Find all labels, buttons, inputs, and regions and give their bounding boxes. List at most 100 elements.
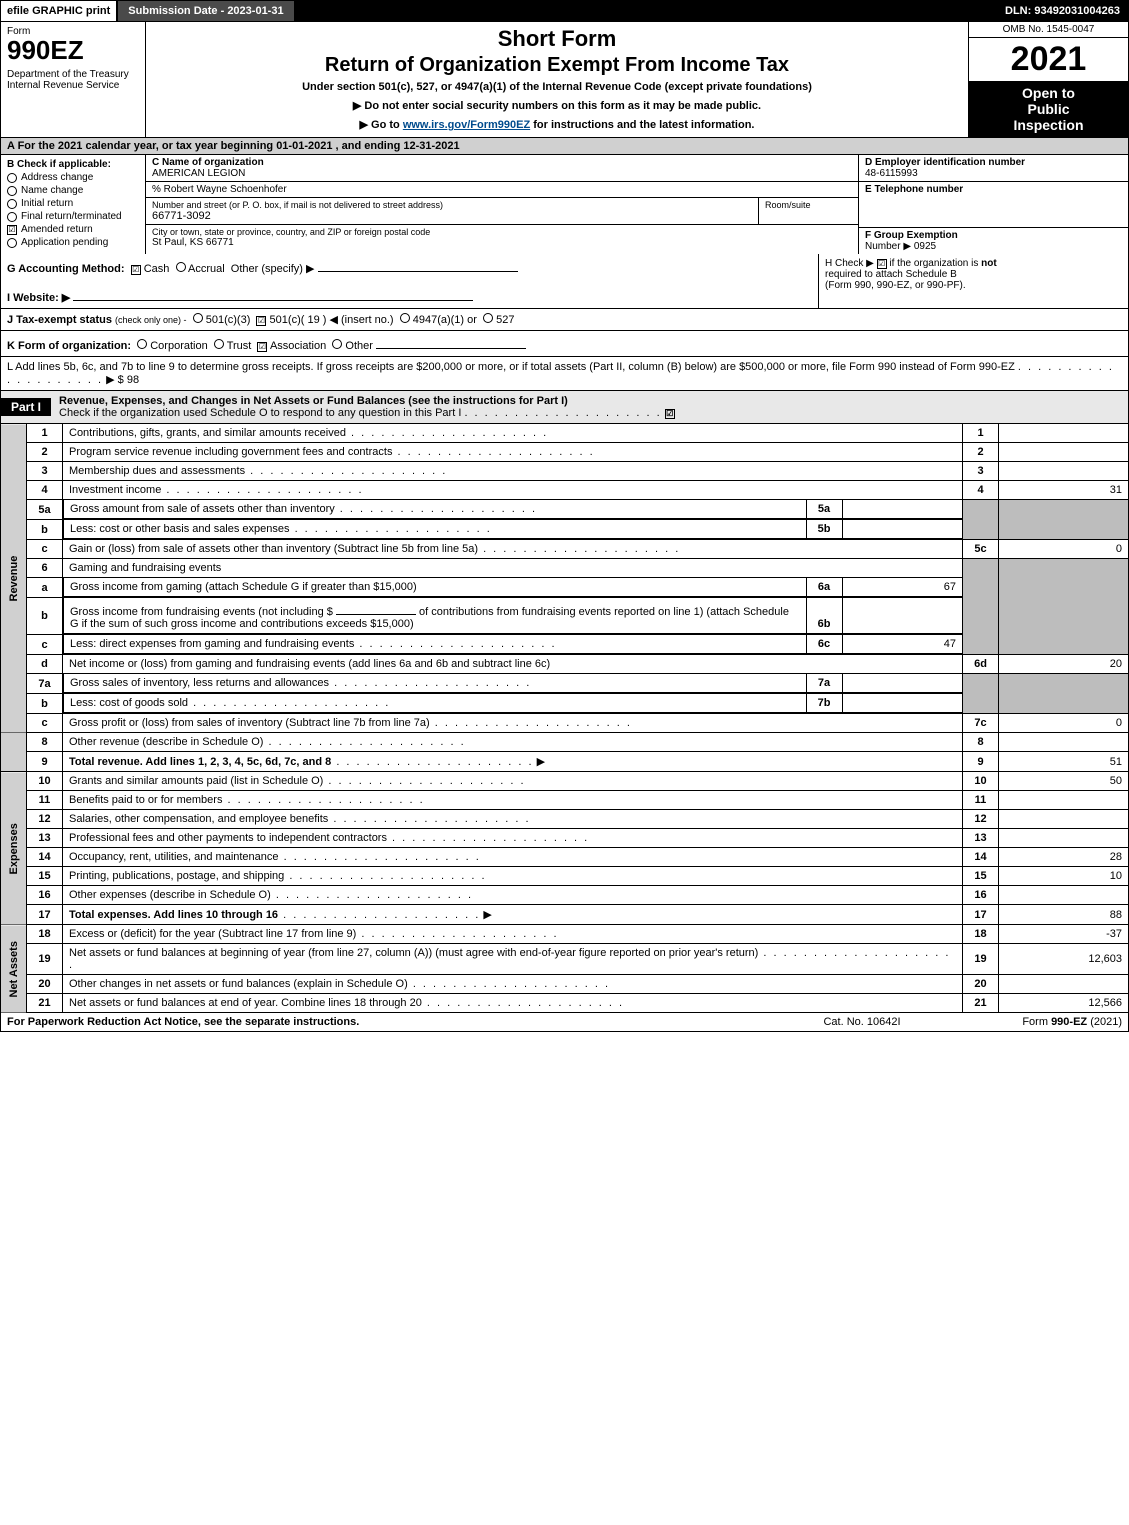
expenses-table: Expenses 10 Grants and similar amounts p…: [0, 772, 1129, 925]
section-b: B Check if applicable: Address change Na…: [1, 155, 146, 254]
goto-link-line: ▶ Go to www.irs.gov/Form990EZ for instru…: [154, 118, 960, 131]
lbl-assoc: Association: [270, 340, 326, 352]
website-field[interactable]: [73, 287, 473, 301]
revenue-side-cont: [1, 733, 27, 772]
line-6d-rnum: 6d: [963, 655, 999, 674]
ein-value: 48-6115993: [865, 168, 1122, 179]
line-18-num: 18: [27, 925, 63, 944]
line-18-value: -37: [999, 925, 1129, 944]
group-exemption-value: 0925: [914, 241, 936, 252]
line-15-desc: Printing, publications, postage, and shi…: [69, 870, 284, 882]
line-13-rnum: 13: [963, 829, 999, 848]
lbl-527: 527: [496, 314, 514, 326]
chk-amended-return[interactable]: ☑: [7, 225, 17, 235]
l-text: L Add lines 5b, 6c, and 7b to line 9 to …: [7, 361, 1015, 373]
lbl-trust: Trust: [227, 340, 252, 352]
i-label: I Website: ▶: [7, 292, 70, 304]
chk-501c3[interactable]: [193, 313, 203, 323]
chk-assoc[interactable]: ☑: [257, 342, 267, 352]
chk-name-change[interactable]: [7, 186, 17, 196]
line-20-value: [999, 975, 1129, 994]
line-6d-num: d: [27, 655, 63, 674]
line-6abc-grey-val: [999, 559, 1129, 655]
line-6b-amount-field[interactable]: [336, 601, 416, 615]
line-6d-value: 20: [999, 655, 1129, 674]
footer-cat: Cat. No. 10642I: [782, 1016, 942, 1028]
other-specify-field[interactable]: [318, 258, 518, 272]
part1-header-row: Part I Revenue, Expenses, and Changes in…: [0, 391, 1129, 424]
chk-527[interactable]: [483, 313, 493, 323]
form-title-block: Short Form Return of Organization Exempt…: [146, 22, 968, 137]
goto-prefix: ▶ Go to: [360, 119, 403, 131]
line-2-value: [999, 443, 1129, 462]
line-6a-num: a: [27, 578, 63, 598]
l-arrow: ▶ $: [106, 374, 124, 386]
line-13-value: [999, 829, 1129, 848]
line-4-value: 31: [999, 481, 1129, 500]
line-12-rnum: 12: [963, 810, 999, 829]
chk-4947[interactable]: [400, 313, 410, 323]
expenses-side-label: Expenses: [1, 772, 27, 925]
revenue-side-label: Revenue: [1, 424, 27, 733]
line-6abc-grey: [963, 559, 999, 655]
line-20-num: 20: [27, 975, 63, 994]
line-12-num: 12: [27, 810, 63, 829]
footer-left: For Paperwork Reduction Act Notice, see …: [7, 1016, 782, 1028]
netassets-table: Net Assets 18 Excess or (deficit) for th…: [0, 925, 1129, 1013]
line-7b-num: b: [27, 694, 63, 714]
j-label: J Tax-exempt status: [7, 314, 112, 326]
chk-initial-return[interactable]: [7, 199, 17, 209]
h-text4: (Form 990, 990-EZ, or 990-PF).: [825, 280, 966, 291]
line-5ab-grey-val: [999, 500, 1129, 540]
line-3-desc: Membership dues and assessments: [69, 465, 245, 477]
chk-schedule-o[interactable]: ☑: [665, 409, 675, 419]
chk-corp[interactable]: [137, 339, 147, 349]
lbl-final-return: Final return/terminated: [21, 211, 122, 222]
chk-address-change[interactable]: [7, 173, 17, 183]
lbl-501c: 501(c)( 19 ) ◀ (insert no.): [270, 314, 394, 326]
chk-trust[interactable]: [214, 339, 224, 349]
efile-label[interactable]: efile GRAPHIC print: [1, 1, 116, 21]
b-header: B Check if applicable:: [7, 159, 139, 170]
chk-application-pending[interactable]: [7, 238, 17, 248]
line-21-value: 12,566: [999, 994, 1129, 1013]
line-7c-desc: Gross profit or (loss) from sales of inv…: [69, 717, 430, 729]
line-11-value: [999, 791, 1129, 810]
line-7c-rnum: 7c: [963, 714, 999, 733]
line-6c-sn: 6c: [806, 635, 842, 654]
line-5c-rnum: 5c: [963, 540, 999, 559]
chk-cash[interactable]: ☑: [131, 265, 141, 275]
form-number: 990EZ: [7, 37, 139, 63]
line-6b-sn: 6b: [806, 598, 842, 634]
line-6-num: 6: [27, 559, 63, 578]
h-text1: H Check ▶: [825, 258, 874, 269]
open-public-badge: Open to Public Inspection: [969, 81, 1128, 137]
line-20-rnum: 20: [963, 975, 999, 994]
top-bar: efile GRAPHIC print Submission Date - 20…: [0, 0, 1129, 22]
irs-link[interactable]: www.irs.gov/Form990EZ: [403, 119, 530, 131]
revenue-table: Revenue 1 Contributions, gifts, grants, …: [0, 424, 1129, 772]
submission-date: Submission Date - 2023-01-31: [118, 1, 293, 21]
line-6b-num: b: [27, 598, 63, 635]
chk-other-org[interactable]: [332, 339, 342, 349]
other-org-field[interactable]: [376, 335, 526, 349]
line-14-rnum: 14: [963, 848, 999, 867]
line-6a-sn: 6a: [806, 578, 842, 597]
line-16-value: [999, 886, 1129, 905]
line-7ab-grey-val: [999, 674, 1129, 714]
ssn-warning: ▶ Do not enter social security numbers o…: [154, 99, 960, 112]
form-id-block: Form 990EZ Department of the Treasury In…: [1, 22, 146, 137]
line-17-num: 17: [27, 905, 63, 925]
line-15-num: 15: [27, 867, 63, 886]
line-3-rnum: 3: [963, 462, 999, 481]
tax-year: 2021: [969, 38, 1128, 81]
chk-schedule-b[interactable]: ☑: [877, 259, 887, 269]
line-7a-desc: Gross sales of inventory, less returns a…: [70, 677, 329, 689]
line-6d-desc: Net income or (loss) from gaming and fun…: [69, 658, 550, 670]
line-21-num: 21: [27, 994, 63, 1013]
chk-final-return[interactable]: [7, 212, 17, 222]
goto-suffix: for instructions and the latest informat…: [533, 119, 754, 131]
chk-501c[interactable]: ☑: [256, 316, 266, 326]
chk-accrual[interactable]: [176, 262, 186, 272]
line-18-rnum: 18: [963, 925, 999, 944]
